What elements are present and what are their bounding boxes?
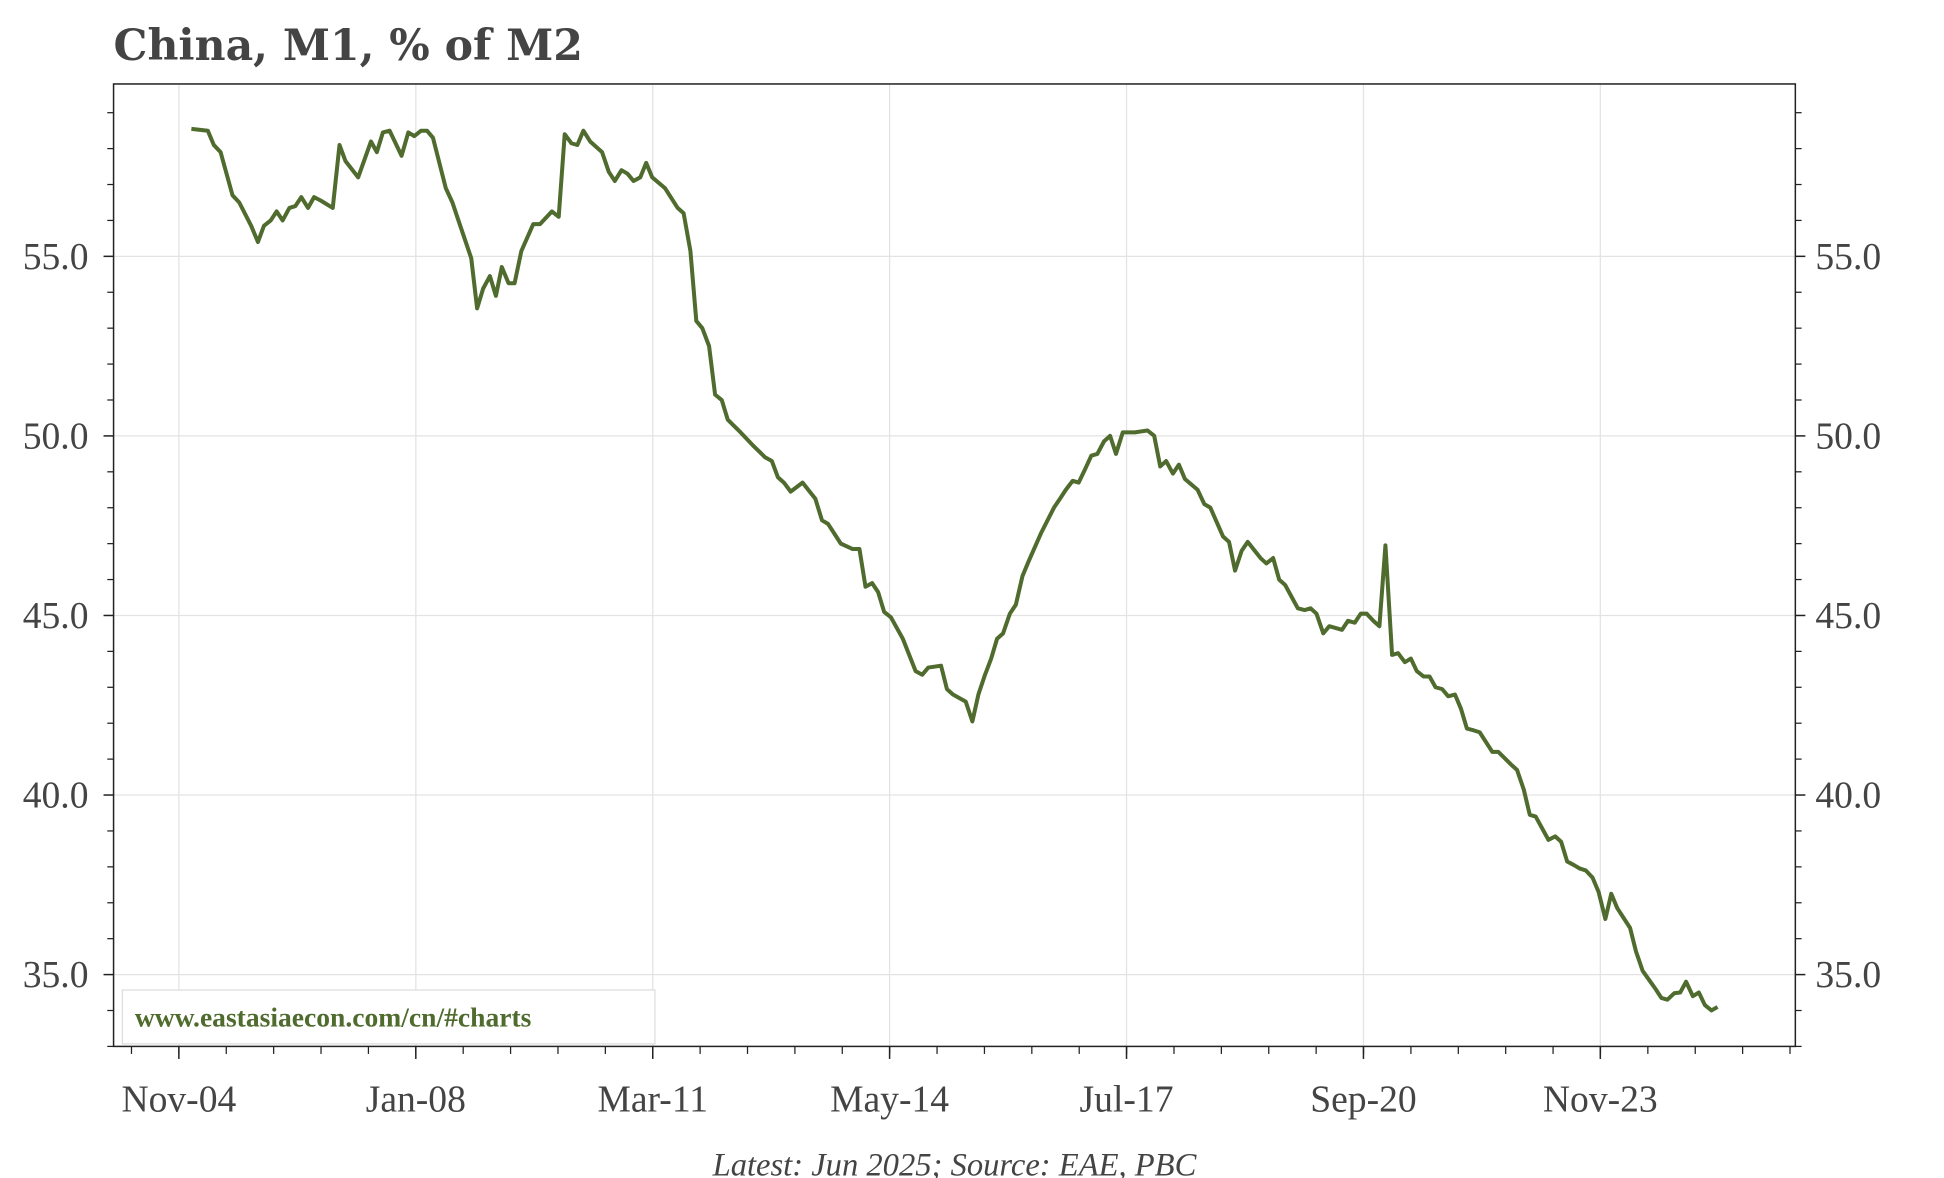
x-tick-label: Nov-04: [121, 1080, 236, 1121]
x-tick-label: Jan-08: [366, 1080, 466, 1121]
y-tick-label-right: 55.0: [1815, 237, 1881, 278]
chart-title: China, M1, % of M2: [114, 21, 583, 71]
tick-labels: 35.0 35.0 40.0 40.0 45.0 45.0 50.0 50.0 55.0 55.0…: [23, 237, 1881, 1121]
y-tick-label-left: 40.0: [23, 776, 89, 817]
y-tick-label-right: 35.0: [1815, 955, 1881, 996]
series-line-m1-pct-m2: [191, 126, 1719, 1013]
x-tick-label: Sep-20: [1310, 1080, 1416, 1121]
source-footnote: Latest: Jun 2025; Source: EAE, PBC: [712, 1147, 1198, 1178]
gridlines: [113, 83, 1796, 1047]
y-tick-label-left: 35.0: [23, 955, 89, 996]
axis-ticks: [103, 112, 1806, 1059]
y-tick-label-left: 55.0: [23, 237, 89, 278]
y-tick-label-left: 50.0: [23, 416, 89, 457]
y-tick-label-left: 45.0: [23, 596, 89, 637]
y-tick-label-right: 45.0: [1815, 596, 1881, 637]
watermark-background: [121, 989, 656, 1045]
watermark-box: www.eastasiaecon.com/cn/#charts: [121, 989, 656, 1045]
y-tick-label-right: 40.0: [1815, 776, 1881, 817]
plot-frame: [112, 83, 1797, 1048]
y-tick-label-right: 50.0: [1815, 416, 1881, 457]
watermark-text: www.eastasiaecon.com/cn/#charts: [135, 1001, 532, 1032]
x-tick-label: Mar-11: [597, 1080, 708, 1121]
x-tick-label: May-14: [830, 1080, 949, 1121]
x-tick-label: Jul-17: [1080, 1080, 1174, 1121]
x-tick-label: Nov-23: [1543, 1080, 1658, 1121]
